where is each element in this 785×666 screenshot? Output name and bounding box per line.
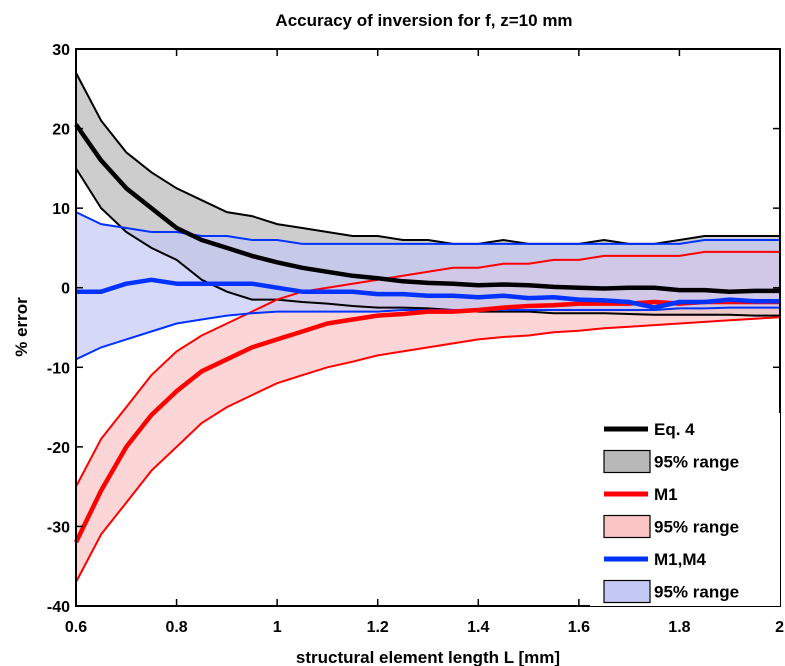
legend-band-swatch-2 [603,579,651,604]
legend-band-swatch-0 [603,449,651,474]
x-tick-label: 0.8 [165,619,187,636]
y-tick-label: -10 [47,360,70,377]
mean-line-series-1 [73,299,780,544]
x-axis-label: structural element length L [mm] [296,648,560,666]
band-series-1 [76,251,780,583]
band-series-2 [76,212,780,360]
legend-band-swatch-1 [603,514,651,539]
mean-line-series-0 [74,123,780,294]
legend-entry-0: Eq. 4 [654,420,695,439]
lower-line-series-1 [75,316,781,583]
x-tick-label: 2 [775,619,784,636]
series-lines [73,72,781,583]
legend: Eq. 4 95% range M1 95% range M1,M4 95% range [590,413,780,606]
legend-band-entry-1: 95% range [654,518,739,537]
x-tick-label: 1.4 [467,619,489,636]
legend-band-entry-0: 95% range [654,453,739,472]
axis-ticks: 0.6 0.8 1 1.2 1.4 1.6 1.8 2 -40 -30 -20 -10 0 10 20 30 [47,42,784,636]
x-tick-label: 1.8 [668,619,690,636]
y-tick-label: 0 [61,281,70,298]
chart-title: Accuracy of inversion for f, z=10 mm [275,11,572,30]
x-tick-label: 0.6 [65,619,87,636]
mean-line-series-2 [76,277,780,310]
upper-line-series-0 [75,72,780,245]
y-tick-label: 30 [52,42,70,59]
legend-entry-2: M1,M4 [654,550,707,569]
y-tick-label: -30 [47,519,70,536]
legend-band-entry-2: 95% range [654,583,739,602]
y-tick-label: 20 [52,122,70,139]
legend-box [590,413,780,606]
y-tick-label: -20 [47,440,70,457]
lower-line-series-0 [75,167,780,317]
plot-frame [75,48,781,607]
upper-line-series-1 [75,250,780,488]
y-tick-label: 10 [52,201,70,218]
y-axis-label: % error [12,297,31,357]
legend-entry-1: M1 [654,485,678,504]
x-tick-label: 1.2 [367,619,389,636]
x-tick-label: 1 [273,619,282,636]
y-tick-label: -40 [47,599,70,616]
x-tick-label: 1.6 [568,619,590,636]
